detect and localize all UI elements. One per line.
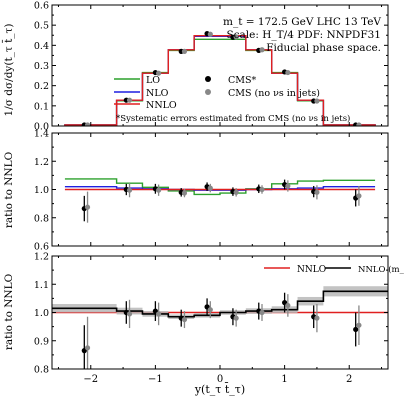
panel-distribution: 0.0 0.1 0.2 0.3 0.4 0.5 0.6 xyxy=(34,1,389,133)
panel-ratio-orders: 0.6 0.8 1.0 1.2 1.4 xyxy=(34,129,389,253)
ytick-label-middle-4: 1.4 xyxy=(34,129,49,140)
ytick-label-bottom-4: 1.2 xyxy=(34,252,49,263)
point-middle-cms-no-s-in-jets-3 xyxy=(181,190,188,196)
point-middle-cms-no-s-in-jets-2 xyxy=(156,187,162,193)
ytick-label-bottom-0: 0.8 xyxy=(34,365,49,376)
legend-label-nnlo-bottom: NNLO xyxy=(297,265,326,275)
point-bottom-cms-no-s-in-jets-3 xyxy=(181,316,188,323)
point-top-cms-no-s-in-jets-5 xyxy=(233,34,239,40)
point-bottom-cms-no-s-in-jets-7 xyxy=(285,302,291,309)
point-bottom-cms-no-s-in-jets-1 xyxy=(126,311,133,317)
header-line-2: Scale: H_T/4 PDF: NNPDF31 xyxy=(226,29,381,41)
systematic-note: *Systematic errors estimated from CMS (n… xyxy=(116,113,350,124)
y-axis-label-middle: ratio to NNLO xyxy=(3,151,15,228)
ytick-label-top-3: 0.3 xyxy=(34,61,49,72)
panel-ratio-mass: 0.8 0.9 1.0 1.1 1.2 −2 −1 0 1 2 xyxy=(34,252,389,385)
ytick-label-top-5: 0.5 xyxy=(34,21,49,32)
legend-marker-cms-nonu xyxy=(205,89,211,95)
series-bottom-nnlo-m-t-171-5-gev xyxy=(52,290,388,318)
point-bottom-cms-no-s-in-jets-8 xyxy=(314,315,320,321)
ytick-label-bottom-2: 1.0 xyxy=(34,308,49,319)
legend-label-nnlo: NNLO xyxy=(146,100,177,111)
point-top-cms-no-s-in-jets-2 xyxy=(156,70,162,76)
legend-bottom: NNLO NNLO (m_t = 171.5 GeV) xyxy=(264,264,404,275)
ytick-label-middle-2: 1.0 xyxy=(34,185,49,196)
ytick-label-top-4: 0.4 xyxy=(34,41,49,52)
series-middle-nlo xyxy=(64,185,376,191)
y-axis-label-top: 1/σ dσ/dy(t_τ t̄_τ) xyxy=(2,24,15,117)
ytick-label-top-6: 0.6 xyxy=(34,1,49,12)
header-line-1: m_t = 172.5 GeV LHC 13 TeV xyxy=(223,16,381,28)
point-bottom-cms-no-s-in-jets-2 xyxy=(156,311,162,317)
series-middle-lo xyxy=(64,178,376,196)
point-bottom-cms-no-s-in-jets-5 xyxy=(233,315,239,321)
plot-area-top xyxy=(64,31,376,126)
point-middle-cms-no-s-in-jets-4 xyxy=(207,185,213,191)
point-top-cms-no-s-in-jets-1 xyxy=(126,97,133,103)
ytick-label-bottom-1: 0.9 xyxy=(34,336,49,347)
point-top-cms-no-s-in-jets-0 xyxy=(84,122,91,126)
xtick-label-0: −2 xyxy=(83,374,98,385)
point-top-cms-no-s-in-jets-7 xyxy=(285,69,291,76)
legend-label-nlo: NLO xyxy=(146,88,169,99)
xtick-label-4: 2 xyxy=(346,374,352,385)
point-bottom-cms-no-s-in-jets-0 xyxy=(84,345,91,351)
plot-area-bottom xyxy=(52,286,388,369)
xtick-label-3: 1 xyxy=(281,374,287,385)
y-axis-label-bottom: ratio to NNLO xyxy=(3,273,15,350)
point-bottom-cms-no-s-in-jets-4 xyxy=(207,307,213,313)
ytick-label-bottom-3: 1.1 xyxy=(34,280,49,291)
legend-label-nnlo-mt-bottom: NNLO (m_t = 171.5 GeV) xyxy=(358,264,404,275)
xtick-label-2: 0 xyxy=(217,374,223,385)
ytick-label-middle-3: 1.2 xyxy=(34,157,49,168)
ytick-label-middle-1: 0.8 xyxy=(34,213,49,224)
legend-label-lo: LO xyxy=(146,75,160,86)
point-middle-cms-no-s-in-jets-7 xyxy=(285,183,291,189)
header-line-3: Fiducial phase space. xyxy=(266,42,381,54)
point-top-cms-no-s-in-jets-4 xyxy=(207,31,213,37)
ytick-label-middle-0: 0.6 xyxy=(34,242,49,253)
point-middle-cms-no-s-in-jets-1 xyxy=(126,187,133,193)
point-middle-cms-no-s-in-jets-8 xyxy=(314,189,320,195)
point-middle-cms-no-s-in-jets-6 xyxy=(259,186,265,193)
ytick-label-top-0: 0.0 xyxy=(34,122,49,133)
ytick-label-top-2: 0.2 xyxy=(34,81,49,92)
point-bottom-cms-no-s-in-jets-6 xyxy=(259,309,265,316)
legend-label-cms-nonu: CMS (no νs in jets) xyxy=(228,88,320,99)
legend-label-cms: CMS* xyxy=(228,75,257,86)
ytick-label-top-1: 0.1 xyxy=(34,101,49,112)
point-middle-cms-no-s-in-jets-5 xyxy=(233,189,239,195)
point-bottom-cms-9 xyxy=(353,326,359,333)
xtick-label-1: −1 xyxy=(148,374,163,385)
legend-marker-cms xyxy=(205,76,211,82)
point-middle-cms-no-s-in-jets-0 xyxy=(84,204,91,210)
point-bottom-cms-no-s-in-jets-9 xyxy=(356,322,362,328)
plot-area-middle xyxy=(64,178,376,223)
legend-top: LO NLO NNLO CMS* CMS (no νs in jets) *Sy… xyxy=(114,75,350,124)
point-top-cms-no-s-in-jets-8 xyxy=(314,98,320,104)
point-top-cms-no-s-in-jets-9 xyxy=(356,122,362,126)
point-top-cms-no-s-in-jets-3 xyxy=(181,48,188,54)
x-axis-label: y(t_τ t̄_τ) xyxy=(194,383,245,396)
point-middle-cms-no-s-in-jets-9 xyxy=(356,193,362,199)
point-top-cms-no-s-in-jets-6 xyxy=(259,47,265,53)
